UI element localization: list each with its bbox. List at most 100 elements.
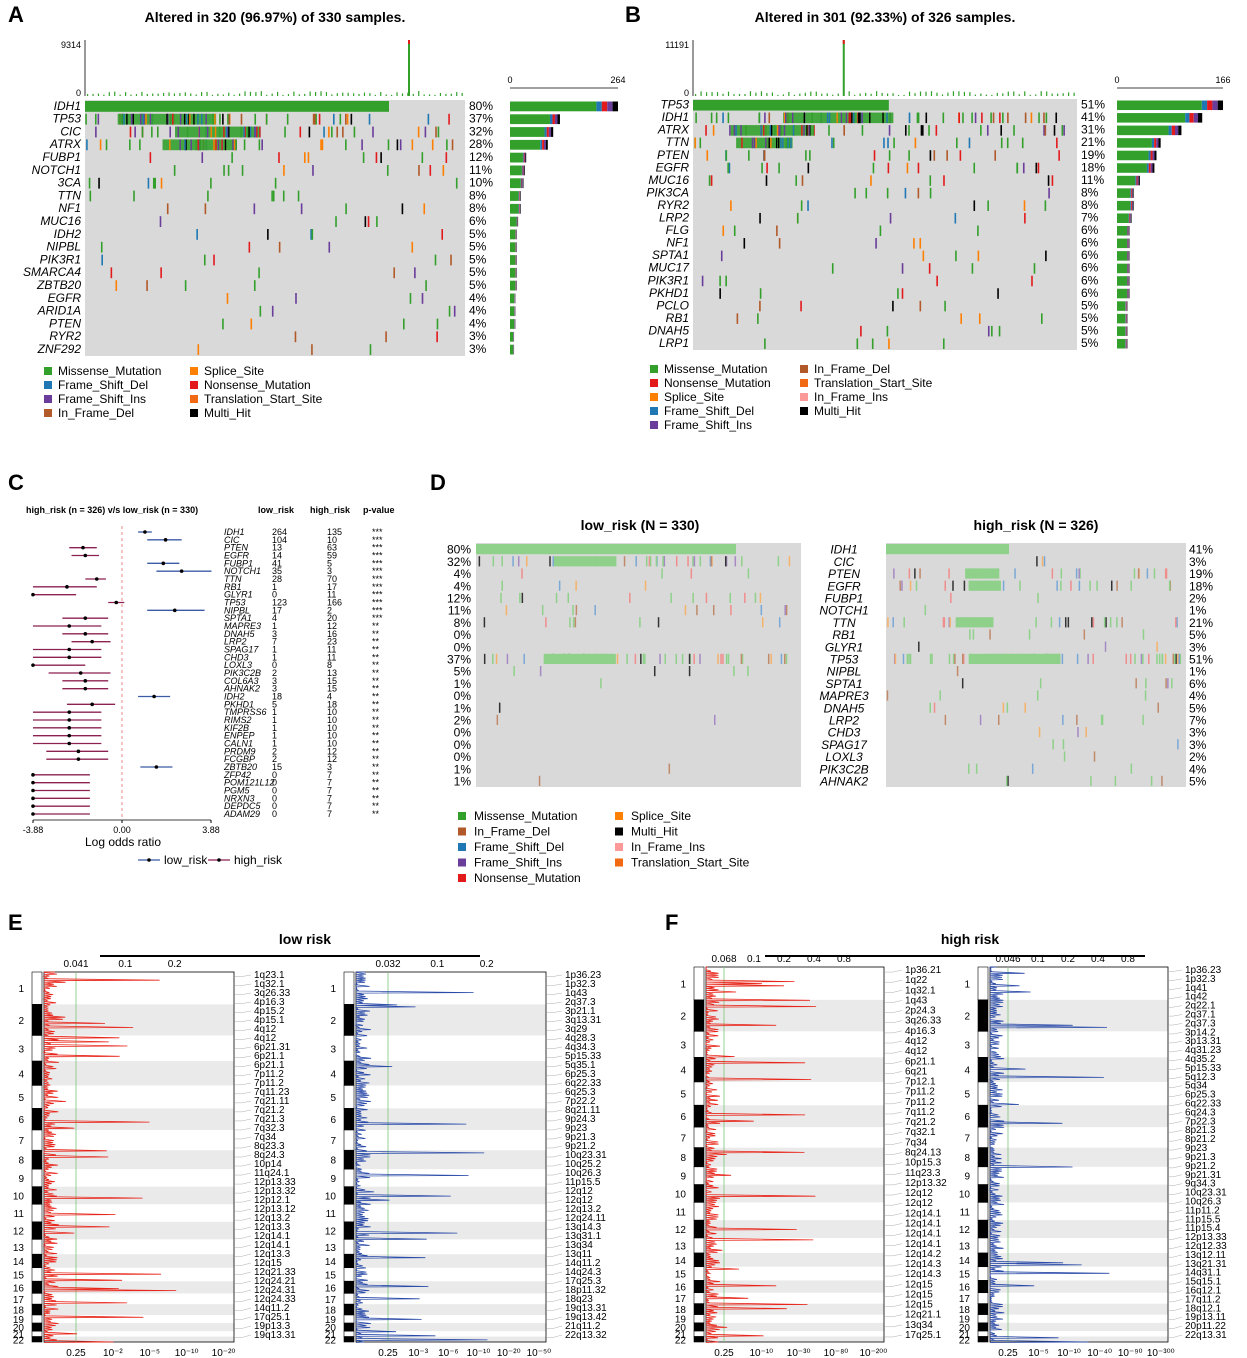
low-count: 0 [272,770,277,780]
p-value: *** [372,543,383,553]
left-percent: 1% [454,775,472,789]
co-mutation-cell [712,605,715,616]
co-mutation-cell [717,653,719,664]
tmb-bar [969,92,971,96]
side-bar [521,165,523,176]
co-mutation-cell [640,653,642,664]
mutation-cell [253,280,256,291]
peak-leader [1172,1076,1183,1079]
side-bar [1117,326,1126,336]
tmb-bar [201,92,203,96]
co-mutation-cell [688,653,691,664]
co-mutation-cell [517,556,520,567]
peak-leader [1172,1014,1183,1017]
mutation-cell [145,113,147,125]
mutation-cell [224,139,227,151]
mutation-cell [265,113,268,125]
low-count: 4 [272,613,277,623]
tmb-bar [358,93,360,96]
peak-label: 12q14.1 [254,1231,291,1242]
co-mutation-cell [521,568,523,579]
legend-label: In_Frame_Ins [814,390,888,404]
peak-leader [1172,1005,1183,1008]
side-bar [1125,338,1127,349]
peak-leader [241,1055,252,1058]
co-mutation-cell [1077,727,1079,738]
co-mutation-cell [770,653,772,664]
peak-label: 1p32.3 [565,979,596,990]
chromosome-block [977,1303,989,1315]
mutation-cell [730,125,815,136]
percent-label: 8% [1081,185,1099,199]
mutation-cell [451,139,454,151]
chromosome-block [31,1168,43,1188]
peak-leader [892,1172,903,1175]
chromosome-block [693,1031,705,1058]
chromosome-block [977,1104,989,1128]
legend-swatch [458,858,466,867]
co-mutation-cell [1116,617,1118,628]
side-bar [1128,276,1129,286]
percent-label: 5% [469,252,487,266]
tmb-bar [287,94,290,96]
peak-leader [892,1020,903,1023]
mutation-cell [385,331,387,343]
peak-label: 14q31.1 [1185,1268,1222,1279]
side-bar [1128,226,1130,236]
mutation-cell [730,200,732,211]
co-mutation-cell [1174,653,1176,664]
percent-label: 5% [1081,323,1099,337]
legend-swatch [615,827,623,836]
percent-label: 28% [469,137,493,151]
side-bar [552,114,555,125]
low-count: 5 [272,699,277,709]
top-tick: 0.8 [1121,954,1135,965]
legend-swatch [650,365,658,373]
peak-label: 7p11.2 [905,1097,935,1108]
side-bar [1128,276,1130,286]
left-percent: 12% [447,592,471,606]
chromosome-block [343,1149,355,1170]
chromosome-block [977,1330,989,1337]
high-count: 20 [327,613,337,623]
high-count: 11 [327,645,336,655]
low-count: 2 [272,668,277,678]
mutation-cell [185,113,188,125]
mutation-cell [244,126,246,138]
tmb-bar [119,94,121,96]
odds-ratio-point [172,608,177,613]
tmb-bar [103,94,105,96]
odds-ratio-point [179,569,184,573]
percent-label: 6% [1081,273,1099,287]
chromosome-block [693,1336,705,1343]
side-bar [1117,313,1126,324]
mutation-cell [807,200,809,211]
mutation-cell [978,313,981,324]
mutation-cell [271,190,273,202]
co-mutation-cell [1153,568,1156,579]
tmb-bar [930,91,933,96]
chromosome-label: 8 [330,1156,336,1167]
mutation-cell [179,113,182,125]
mutation-cell [693,100,889,111]
mutation-cell [1006,137,1009,149]
legend-label: Nonsense_Mutation [204,378,311,392]
mutation-cell [801,175,804,186]
side-bar [510,203,519,214]
peak-label: 12q12 [565,1186,593,1197]
chromosome-label: 11 [14,1209,25,1220]
mutation-cell [217,139,220,151]
legend-swatch [800,365,808,373]
co-mutation-cell [724,556,727,567]
peak-leader [1172,1156,1183,1160]
peak-leader [552,1028,563,1031]
peak-label: 2p24.3 [905,1006,936,1017]
co-gene-label: EGFR [827,579,861,593]
peak-leader [241,1136,252,1140]
odds-ratio-point [31,804,35,808]
mutation-cell [223,126,225,138]
chromosome-label: 6 [680,1112,686,1123]
chromosome-label: 22 [13,1335,25,1346]
side-bar [1152,163,1155,173]
legend-label: Frame_Shift_Del [474,840,564,854]
